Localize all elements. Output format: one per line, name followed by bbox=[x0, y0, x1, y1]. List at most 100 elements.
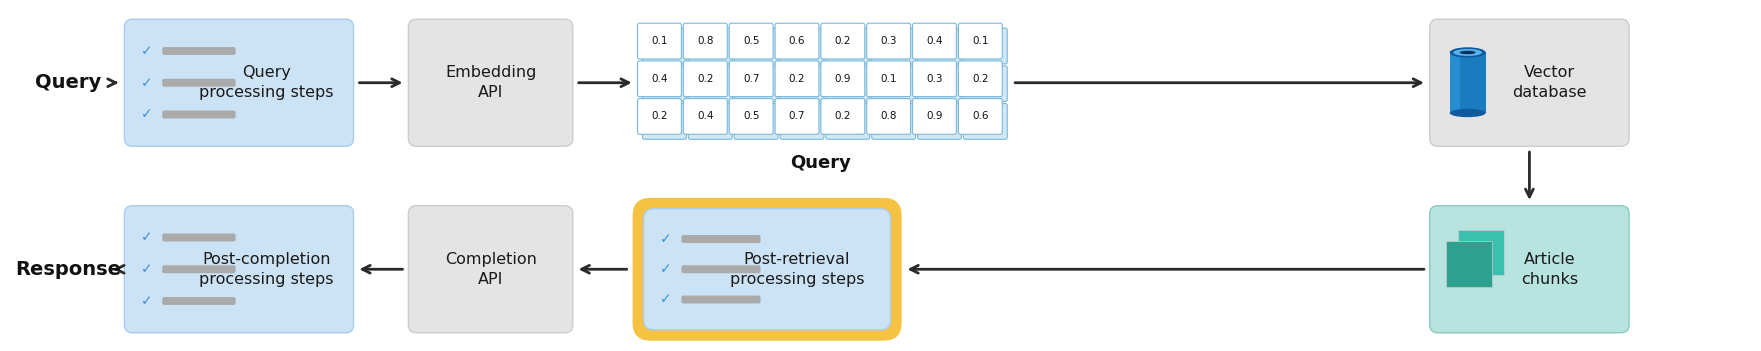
FancyBboxPatch shape bbox=[917, 28, 962, 64]
Text: Query
processing steps: Query processing steps bbox=[199, 65, 335, 100]
Text: 0.3: 0.3 bbox=[926, 74, 942, 84]
Text: 0.7: 0.7 bbox=[789, 112, 805, 121]
Text: ✓: ✓ bbox=[141, 262, 151, 276]
FancyBboxPatch shape bbox=[780, 66, 824, 101]
FancyBboxPatch shape bbox=[729, 99, 773, 134]
Text: 0.4: 0.4 bbox=[926, 36, 942, 46]
Text: 0.1: 0.1 bbox=[972, 36, 988, 46]
FancyBboxPatch shape bbox=[643, 209, 891, 330]
FancyBboxPatch shape bbox=[872, 28, 916, 64]
FancyBboxPatch shape bbox=[780, 28, 824, 64]
FancyBboxPatch shape bbox=[912, 61, 956, 97]
FancyBboxPatch shape bbox=[963, 28, 1007, 64]
FancyBboxPatch shape bbox=[734, 66, 778, 101]
Text: 0.2: 0.2 bbox=[972, 74, 988, 84]
Ellipse shape bbox=[1449, 109, 1486, 117]
FancyBboxPatch shape bbox=[780, 104, 824, 139]
FancyBboxPatch shape bbox=[958, 99, 1002, 134]
FancyBboxPatch shape bbox=[917, 104, 962, 139]
Text: Embedding
API: Embedding API bbox=[446, 65, 537, 100]
Text: 0.2: 0.2 bbox=[835, 36, 851, 46]
Text: 0.4: 0.4 bbox=[697, 112, 713, 121]
FancyBboxPatch shape bbox=[775, 23, 819, 59]
FancyBboxPatch shape bbox=[866, 61, 910, 97]
FancyBboxPatch shape bbox=[162, 47, 236, 55]
FancyBboxPatch shape bbox=[682, 235, 761, 243]
FancyBboxPatch shape bbox=[683, 99, 727, 134]
FancyBboxPatch shape bbox=[866, 99, 910, 134]
Ellipse shape bbox=[1460, 51, 1476, 54]
Text: Post-completion
processing steps: Post-completion processing steps bbox=[199, 252, 335, 287]
FancyBboxPatch shape bbox=[917, 66, 962, 101]
Text: ✓: ✓ bbox=[141, 231, 151, 245]
FancyBboxPatch shape bbox=[958, 23, 1002, 59]
Text: Response: Response bbox=[16, 260, 122, 279]
FancyBboxPatch shape bbox=[866, 23, 910, 59]
FancyBboxPatch shape bbox=[689, 104, 733, 139]
Bar bbox=[1449, 53, 1486, 113]
FancyBboxPatch shape bbox=[683, 61, 727, 97]
FancyBboxPatch shape bbox=[632, 198, 902, 341]
FancyBboxPatch shape bbox=[821, 23, 865, 59]
FancyBboxPatch shape bbox=[821, 99, 865, 134]
Text: Completion
API: Completion API bbox=[444, 252, 537, 287]
FancyBboxPatch shape bbox=[125, 206, 354, 333]
FancyBboxPatch shape bbox=[162, 79, 236, 87]
Ellipse shape bbox=[1453, 49, 1483, 56]
FancyBboxPatch shape bbox=[775, 61, 819, 97]
Text: ✓: ✓ bbox=[660, 292, 671, 306]
FancyBboxPatch shape bbox=[872, 66, 916, 101]
FancyBboxPatch shape bbox=[162, 265, 236, 273]
FancyBboxPatch shape bbox=[682, 265, 761, 273]
FancyBboxPatch shape bbox=[409, 206, 572, 333]
Text: 0.2: 0.2 bbox=[697, 74, 713, 84]
Text: ✓: ✓ bbox=[660, 262, 671, 276]
FancyBboxPatch shape bbox=[682, 296, 761, 304]
FancyBboxPatch shape bbox=[826, 66, 870, 101]
Ellipse shape bbox=[1449, 47, 1486, 58]
Text: ✓: ✓ bbox=[141, 44, 151, 58]
FancyBboxPatch shape bbox=[734, 104, 778, 139]
Text: 0.8: 0.8 bbox=[697, 36, 713, 46]
FancyBboxPatch shape bbox=[125, 19, 354, 146]
FancyBboxPatch shape bbox=[958, 61, 1002, 97]
FancyBboxPatch shape bbox=[826, 28, 870, 64]
FancyBboxPatch shape bbox=[637, 23, 682, 59]
FancyBboxPatch shape bbox=[729, 23, 773, 59]
Text: Post-retrieval
processing steps: Post-retrieval processing steps bbox=[729, 252, 865, 287]
Text: 0.6: 0.6 bbox=[789, 36, 805, 46]
FancyBboxPatch shape bbox=[162, 297, 236, 305]
FancyBboxPatch shape bbox=[821, 61, 865, 97]
Text: ✓: ✓ bbox=[660, 232, 671, 246]
FancyBboxPatch shape bbox=[1430, 19, 1629, 146]
Text: 0.2: 0.2 bbox=[652, 112, 667, 121]
Text: Query: Query bbox=[791, 154, 851, 172]
Text: ✓: ✓ bbox=[141, 294, 151, 308]
FancyBboxPatch shape bbox=[826, 104, 870, 139]
FancyBboxPatch shape bbox=[683, 23, 727, 59]
FancyBboxPatch shape bbox=[689, 28, 733, 64]
Text: 0.3: 0.3 bbox=[880, 36, 896, 46]
FancyBboxPatch shape bbox=[963, 66, 1007, 101]
Text: 0.4: 0.4 bbox=[652, 74, 667, 84]
FancyBboxPatch shape bbox=[643, 28, 687, 64]
Text: Article
chunks: Article chunks bbox=[1522, 252, 1578, 287]
FancyBboxPatch shape bbox=[872, 104, 916, 139]
FancyBboxPatch shape bbox=[162, 233, 236, 241]
Text: Vector
database: Vector database bbox=[1513, 65, 1587, 100]
Text: 0.9: 0.9 bbox=[835, 74, 851, 84]
FancyBboxPatch shape bbox=[409, 19, 572, 146]
FancyBboxPatch shape bbox=[912, 99, 956, 134]
FancyBboxPatch shape bbox=[643, 104, 687, 139]
Text: 0.2: 0.2 bbox=[789, 74, 805, 84]
Text: ✓: ✓ bbox=[141, 107, 151, 121]
Text: Query: Query bbox=[35, 73, 102, 92]
Text: 0.9: 0.9 bbox=[926, 112, 942, 121]
Text: 0.7: 0.7 bbox=[743, 74, 759, 84]
Text: 0.8: 0.8 bbox=[880, 112, 896, 121]
FancyBboxPatch shape bbox=[637, 99, 682, 134]
FancyBboxPatch shape bbox=[729, 61, 773, 97]
FancyBboxPatch shape bbox=[689, 66, 733, 101]
FancyBboxPatch shape bbox=[963, 104, 1007, 139]
FancyBboxPatch shape bbox=[1430, 206, 1629, 333]
